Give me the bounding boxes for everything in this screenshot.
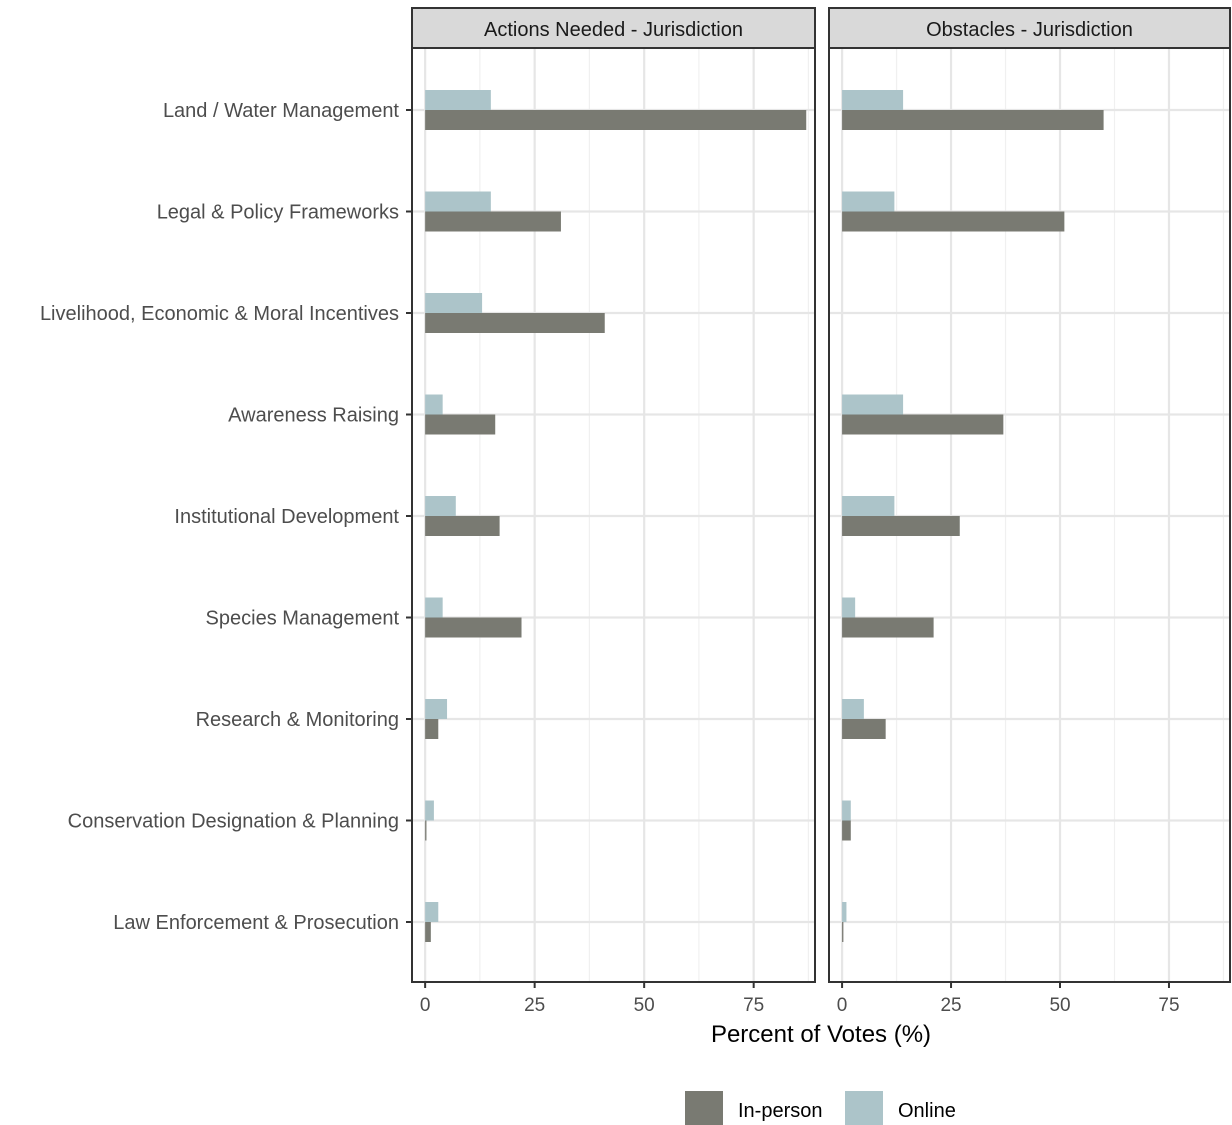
x-tick-label: 50 bbox=[634, 995, 655, 1016]
bar-online-5 bbox=[842, 496, 895, 516]
legend-swatch bbox=[685, 1091, 723, 1125]
bar-in-person-5 bbox=[842, 516, 960, 536]
legend-label: Online bbox=[898, 1100, 956, 1122]
bar-online-6 bbox=[842, 597, 856, 618]
x-tick-label: 50 bbox=[1049, 995, 1070, 1016]
bar-in-person-1 bbox=[425, 110, 807, 130]
bar-online-1 bbox=[842, 90, 904, 110]
bar-in-person-6 bbox=[425, 617, 522, 638]
category-label: Research & Monitoring bbox=[196, 709, 399, 731]
bar-online-7 bbox=[842, 699, 864, 719]
bar-in-person-2 bbox=[425, 211, 561, 232]
category-label: Legal & Policy Frameworks bbox=[157, 202, 399, 224]
bar-online-7 bbox=[425, 699, 448, 719]
x-tick-label: 25 bbox=[524, 995, 545, 1016]
bar-online-9 bbox=[425, 902, 439, 922]
bar-in-person-6 bbox=[842, 617, 934, 638]
bar-online-6 bbox=[425, 597, 443, 618]
legend-label: In-person bbox=[738, 1100, 823, 1122]
legend-item-in-person: In-person bbox=[685, 1091, 823, 1125]
bar-online-1 bbox=[425, 90, 491, 110]
bar-in-person-4 bbox=[425, 414, 496, 435]
bar-online-5 bbox=[425, 496, 456, 516]
category-label: Species Management bbox=[206, 608, 400, 630]
panel-title: Actions Needed - Jurisdiction bbox=[484, 19, 743, 41]
category-label: Livelihood, Economic & Moral Incentives bbox=[40, 303, 399, 325]
bar-in-person-2 bbox=[842, 211, 1065, 232]
x-tick-label: 75 bbox=[1158, 995, 1179, 1016]
x-tick-label: 0 bbox=[420, 995, 431, 1016]
category-label: Law Enforcement & Prosecution bbox=[113, 912, 399, 934]
category-label: Conservation Designation & Planning bbox=[68, 811, 399, 833]
bar-online-8 bbox=[425, 800, 434, 821]
panel-1: Actions Needed - Jurisdiction 0 25 50 75 bbox=[411, 7, 816, 1016]
panel-title: Obstacles - Jurisdiction bbox=[926, 19, 1133, 41]
bar-online-4 bbox=[425, 394, 443, 415]
bar-in-person-8 bbox=[842, 820, 851, 841]
bar-online-3 bbox=[425, 293, 483, 313]
bar-in-person-7 bbox=[425, 719, 439, 739]
category-label: Institutional Development bbox=[174, 506, 399, 528]
bar-in-person-9 bbox=[842, 922, 844, 942]
bar-online-9 bbox=[842, 902, 847, 922]
x-tick-label: 75 bbox=[743, 995, 764, 1016]
y-axis: Land / Water Management Legal & Policy Fr… bbox=[40, 100, 412, 934]
x-axis-title: Percent of Votes (%) bbox=[711, 1021, 931, 1048]
bar-in-person-5 bbox=[425, 516, 500, 536]
strip-background bbox=[828, 7, 1231, 49]
panel-2: Obstacles - Jurisdiction 0 25 50 75 bbox=[828, 7, 1231, 1016]
bar-in-person-3 bbox=[425, 313, 605, 333]
x-tick-label: 0 bbox=[837, 995, 848, 1016]
bar-in-person-1 bbox=[842, 110, 1104, 130]
bar-online-8 bbox=[842, 800, 851, 821]
category-label: Awareness Raising bbox=[228, 405, 399, 427]
legend-item-online: Online bbox=[845, 1091, 956, 1125]
bar-online-4 bbox=[842, 394, 904, 415]
legend: In-person Online bbox=[685, 1091, 956, 1125]
legend-swatch bbox=[845, 1091, 883, 1125]
category-label: Land / Water Management bbox=[163, 100, 399, 122]
bar-online-2 bbox=[842, 191, 895, 212]
bar-in-person-9 bbox=[425, 922, 431, 942]
x-tick-label: 25 bbox=[940, 995, 961, 1016]
bar-in-person-4 bbox=[842, 414, 1004, 435]
bar-in-person-8 bbox=[425, 820, 427, 841]
strip-background bbox=[411, 7, 816, 49]
bar-in-person-7 bbox=[842, 719, 886, 739]
bar-online-2 bbox=[425, 191, 491, 212]
